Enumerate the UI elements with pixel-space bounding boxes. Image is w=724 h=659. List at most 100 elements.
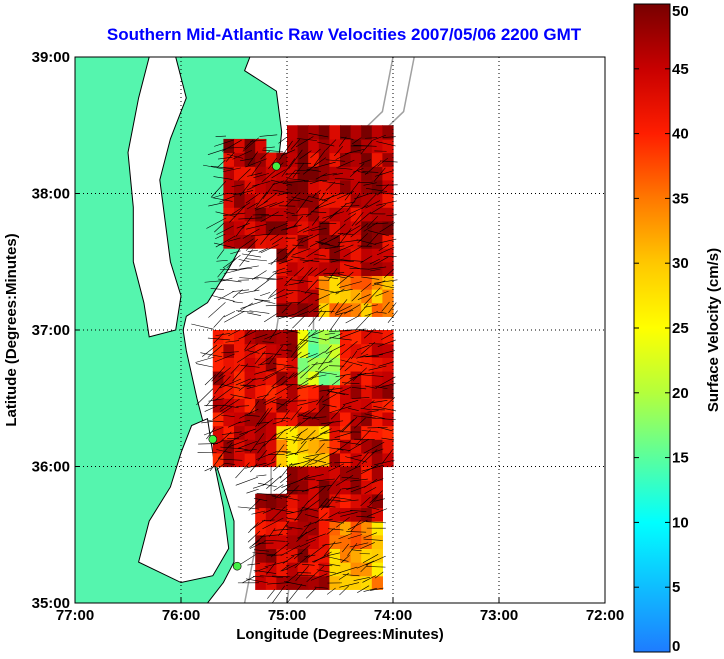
velocity-arrow [319,192,326,202]
velocity-arrow [338,510,353,514]
velocity-cell [340,125,352,140]
velocity-cell [382,220,394,236]
velocity-arrow [314,462,332,469]
velocity-cell [329,343,341,358]
velocity-arrow [255,202,277,211]
velocity-cell [276,234,288,249]
velocity-arrow [281,149,296,156]
velocity-cell [371,466,383,481]
velocity-arrow [252,552,276,556]
velocity-arrow [357,233,369,244]
velocity-arrow [253,279,270,292]
velocity-cell [329,357,341,372]
velocity-cell [297,466,309,481]
velocity-arrow [362,575,377,583]
colorbar-tick-label: 5 [672,579,680,596]
velocity-arrow [235,449,257,453]
chart-title: Southern Mid-Atlantic Raw Velocities 200… [107,25,582,44]
velocity-arrow [254,277,276,280]
velocity-cell [371,493,383,509]
velocity-cell [287,439,299,454]
velocity-cell [340,480,352,495]
velocity-cell [361,398,373,413]
velocity-cell [234,370,246,386]
velocity-cell [287,179,299,195]
velocity-cell [350,548,362,563]
velocity-arrow [317,242,338,248]
velocity-arrow [299,474,310,481]
velocity-arrow [319,428,332,435]
velocity-arrow [309,430,328,442]
velocity-arrow [269,234,279,241]
velocity-arrow [242,384,256,387]
velocity-arrow [320,421,334,430]
velocity-arrow [212,440,224,445]
velocity-cell [382,275,394,290]
x-tick-label: 72:00 [586,607,624,624]
velocity-arrow [260,150,271,160]
velocity-cell [212,357,224,372]
velocity-arrow [321,192,344,201]
velocity-arrow [238,447,251,451]
velocity-cell [361,521,373,536]
velocity-arrow [342,399,359,406]
velocity-cell [371,452,383,468]
velocity-arrow [361,193,377,209]
velocity-arrow [301,563,315,566]
velocity-arrow [246,202,258,210]
velocity-cell [318,152,330,167]
velocity-arrow [250,519,266,531]
velocity-arrow [284,224,302,230]
velocity-cell [329,548,341,563]
velocity-cell [287,330,299,345]
velocity-arrow [376,311,387,314]
velocity-cell [287,152,299,167]
velocity-cell [329,466,341,481]
velocity-cell [287,466,299,481]
velocity-arrow [328,353,341,363]
velocity-arrow [343,259,364,262]
velocity-arrow [291,196,313,203]
velocity-cell [340,548,352,563]
velocity-arrow [222,167,241,173]
velocity-arrow [336,566,358,574]
velocity-cell [329,384,341,399]
velocity-cell [350,125,362,140]
velocity-cell [361,193,373,208]
velocity-arrow [310,148,321,159]
velocity-arrow [335,474,354,486]
velocity-arrow [268,222,288,232]
velocity-arrow [273,484,284,492]
velocity-arrow [273,463,282,472]
velocity-arrow [235,224,245,237]
velocity-arrow [348,407,359,411]
velocity-cell [318,452,330,468]
velocity-arrow [201,421,214,424]
velocity-cell [265,575,277,590]
velocity-arrow [240,265,259,270]
velocity-cell [308,370,320,386]
velocity-cell [318,261,330,276]
velocity-arrow [329,405,352,414]
velocity-arrow [208,302,226,318]
velocity-cell [361,125,373,140]
velocity-arrow [250,161,262,177]
velocity-cell [350,152,362,167]
velocity-arrow [257,362,269,366]
velocity-arrow [270,401,285,406]
velocity-cell [287,507,299,522]
velocity-arrow [286,508,309,515]
velocity-arrow [220,446,244,450]
velocity-arrow [260,226,276,245]
velocity-arrow [369,490,383,504]
velocity-arrow [307,543,327,559]
velocity-arrow [231,184,244,187]
velocity-cell [265,207,277,222]
velocity-cell [244,425,256,440]
velocity-cell [382,452,394,468]
velocity-arrow [368,365,387,371]
velocity-cell [350,179,362,195]
velocity-arrow [268,157,278,170]
velocity-arrow [339,582,360,588]
velocity-arrow [211,295,235,302]
